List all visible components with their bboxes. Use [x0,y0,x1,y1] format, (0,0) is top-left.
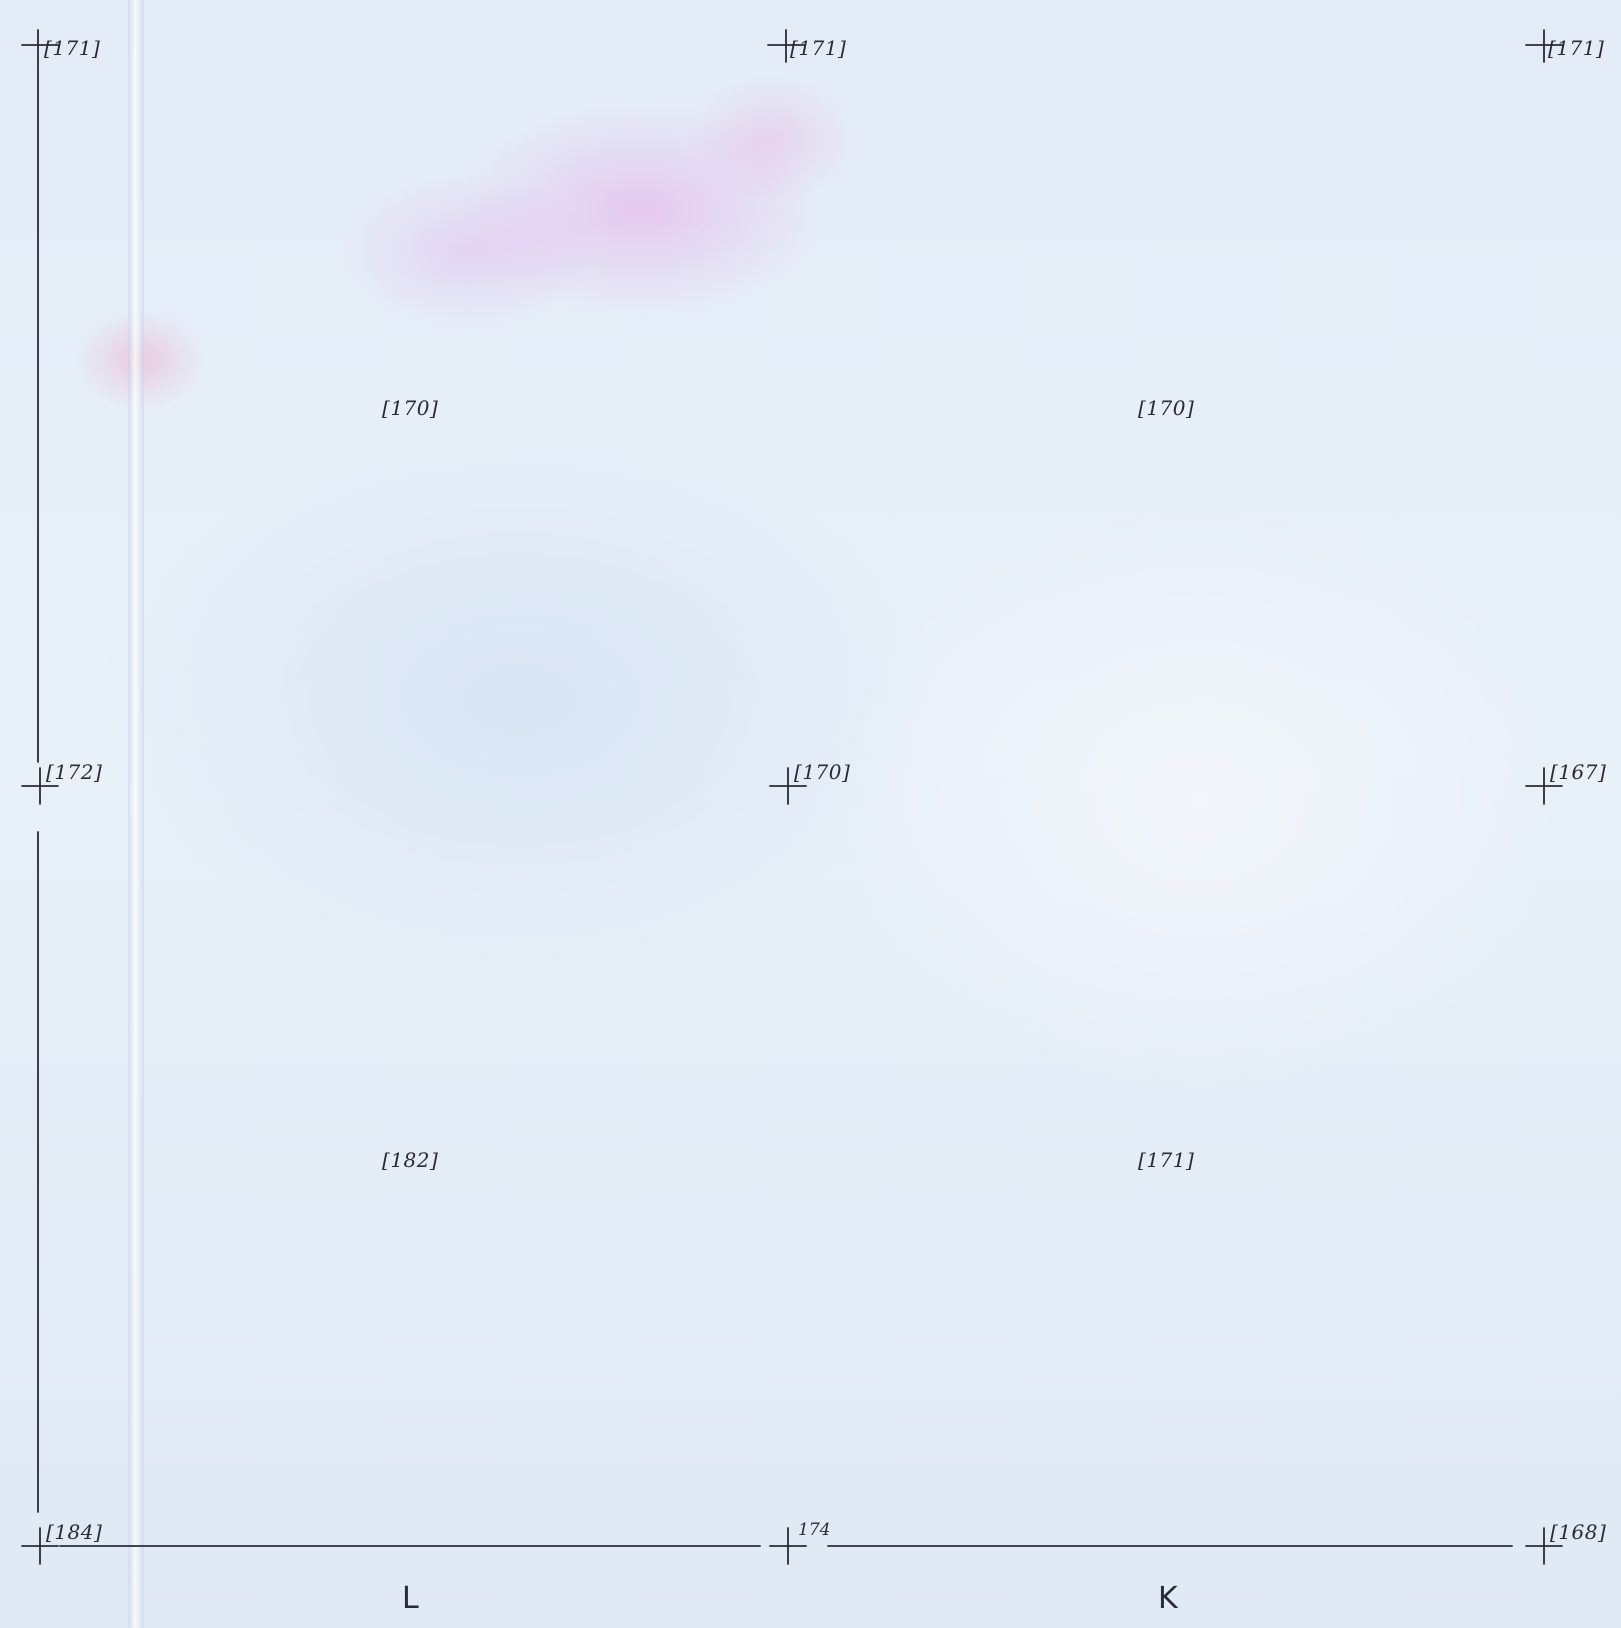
spot-height-top-center: 171 [790,38,846,58]
sheet-label-right: K [1158,1581,1178,1616]
spot-height-top-left: 171 [44,38,100,58]
spot-height-top-right: 171 [1548,38,1604,58]
sheet-label-left: L [402,1581,419,1616]
spot-height-lower-right-cell: 171 [1138,1150,1194,1170]
spot-height-lower-left-cell: 182 [382,1150,438,1170]
spot-height-upper-right-cell: 170 [1138,398,1194,418]
cross-marker-bottom-center [769,1527,807,1565]
paper-fold [128,0,144,1628]
cross-marker-bottom-right [1525,1527,1563,1565]
spot-height-bottom-right: 168 [1550,1522,1606,1542]
spot-height-bottom-left: 184 [46,1522,102,1542]
cross-marker-mid-left [21,767,59,805]
spot-height-mid-right: 167 [1550,762,1606,782]
spot-height-mid-center: 170 [794,762,850,782]
cross-marker-bottom-left [21,1527,59,1565]
cross-marker-mid-right [1525,767,1563,805]
spot-height-mid-left: 172 [46,762,102,782]
spot-height-bottom-center: 174 [798,1520,831,1540]
spot-height-upper-left-cell: 170 [382,398,438,418]
cross-marker-mid-center [769,767,807,805]
